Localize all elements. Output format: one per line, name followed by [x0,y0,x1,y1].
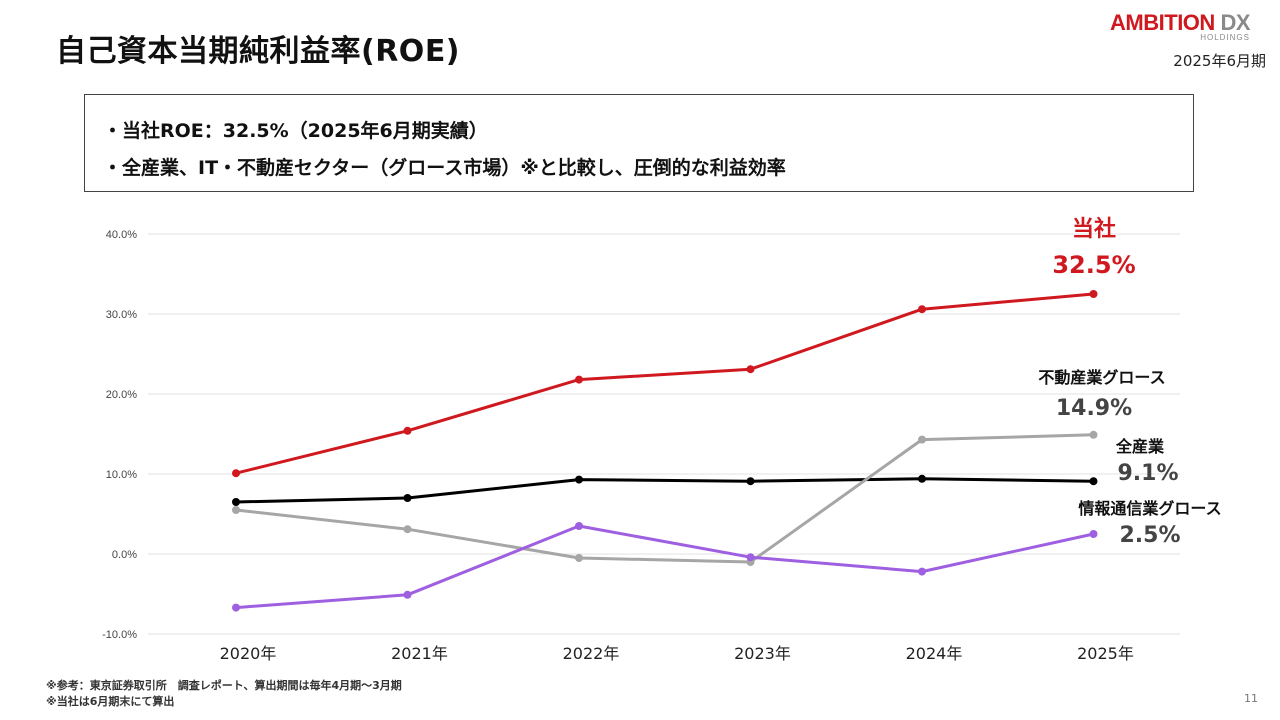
data-point [575,522,583,530]
y-tick-label: 0.0% [112,549,137,561]
series-name-label: 全産業 [1115,437,1165,456]
summary-box: ・当社ROE：32.5%（2025年6月期実績） ・全産業、IT・不動産セクター… [84,94,1194,192]
page-number: 11 [1244,692,1258,705]
data-point [575,375,583,384]
data-point [403,494,412,502]
data-point [232,603,240,612]
summary-line-1: ・当社ROE：32.5%（2025年6月期実績） [103,120,488,142]
data-point [1089,530,1098,538]
data-point [403,426,412,435]
x-tick-label: 2022年 [563,644,620,663]
series-value-label: 2.5% [1119,523,1180,548]
series-name-label: 不動産業グロース [1038,368,1165,387]
footnote-2: ※当社は6月期末にて算出 [46,695,175,708]
x-tick-label: 2021年 [391,644,448,663]
series-line [234,524,1095,610]
series-line [234,477,1095,504]
summary-line-2: ・全産業、IT・不動産セクター（グロース市場）※と比較し、圧倒的な利益効率 [103,157,786,179]
data-point [232,498,240,506]
series-value-label: 9.1% [1117,461,1178,486]
logo-brand: AMBITION DX [1060,10,1250,36]
series-line [234,433,1095,564]
data-point [746,365,755,374]
x-tick-label: 2024年 [906,644,963,663]
page-title: 自己資本当期純利益率(ROE) [56,34,461,69]
x-tick-label: 2020年 [220,644,277,663]
data-point [232,506,240,514]
company-logo: AMBITION DX HOLDINGS [1060,10,1250,42]
y-tick-label: 40.0% [106,229,137,241]
series-value-label: 14.9% [1056,396,1132,421]
data-point [746,553,755,562]
x-tick-label: 2023年 [734,644,791,663]
series-line [234,292,1095,475]
fiscal-period: 2025年6月期 [1173,52,1266,70]
data-point [575,475,583,484]
y-tick-label: 20.0% [106,389,137,401]
logo-brand-main: AMBITION [1110,10,1215,35]
x-tick-label: 2025年 [1077,644,1134,663]
data-point [918,567,926,576]
data-point [403,590,412,599]
y-tick-label: -10.0% [102,629,137,641]
data-point [575,554,583,562]
data-point [746,477,755,486]
y-tick-label: 10.0% [106,469,137,481]
series-value-label: 32.5% [1052,251,1135,279]
series-name-label: 当社 [1072,216,1116,242]
data-point [918,435,926,444]
data-point [918,474,926,483]
logo-brand-accent: DX [1220,10,1250,35]
data-point [1089,477,1098,486]
data-point [918,305,926,314]
y-tick-label: 30.0% [106,309,137,321]
series-name-label: 情報通信業グロース [1078,499,1221,518]
logo-brand-sub: HOLDINGS [1200,33,1250,42]
footnote-1: ※参考：東京証券取引所 調査レポート、算出期間は毎年4月期～3月期 [46,679,402,692]
data-point [1089,290,1098,298]
data-point [403,525,412,534]
data-point [1089,430,1098,439]
data-point [232,469,240,478]
